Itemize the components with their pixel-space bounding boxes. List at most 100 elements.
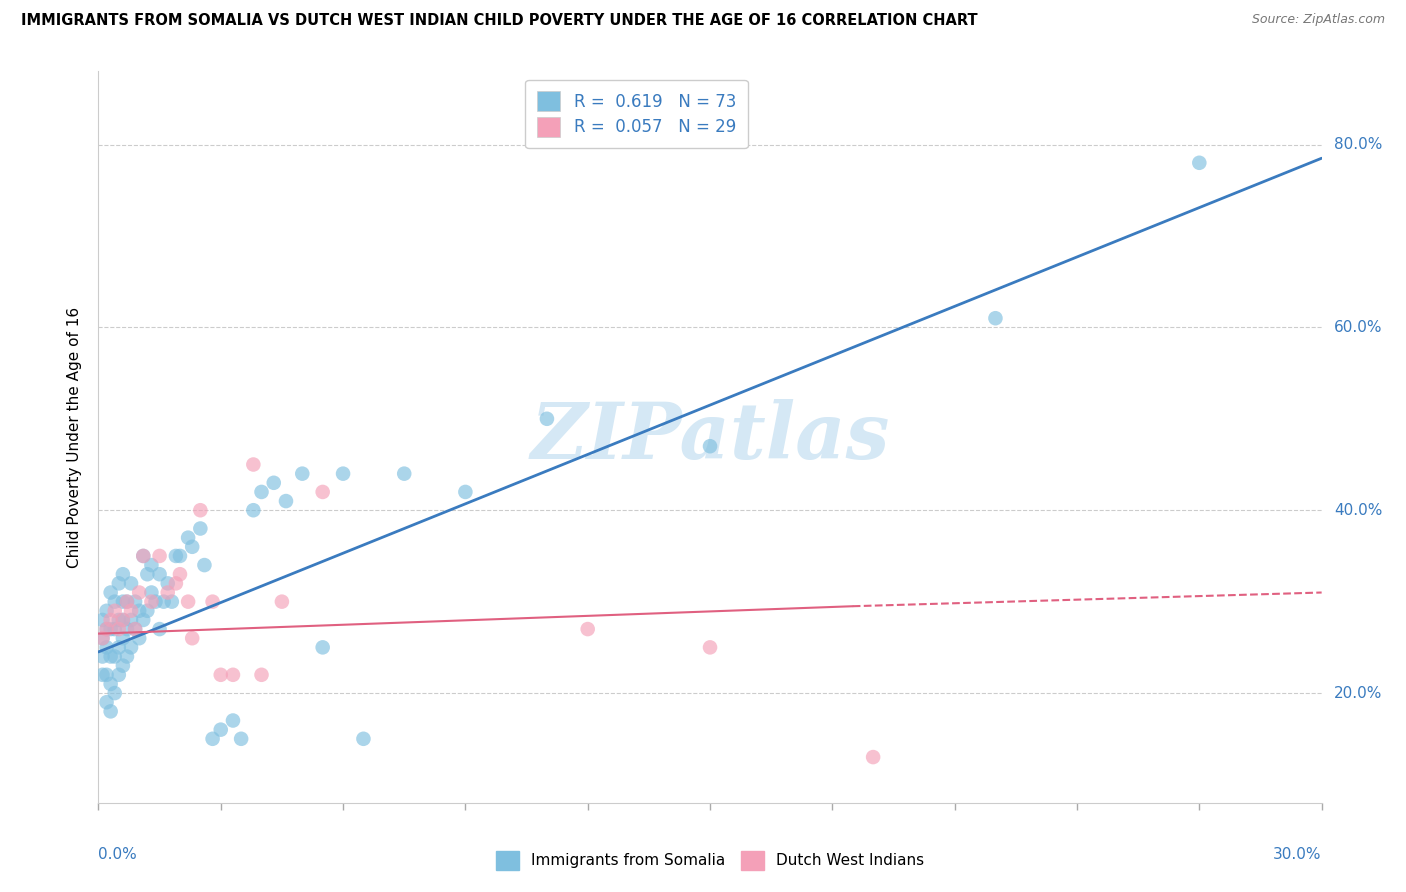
Point <box>120 613 142 627</box>
Text: 20.0%: 20.0% <box>1334 686 1382 700</box>
Point <box>177 594 200 608</box>
Point <box>536 412 558 426</box>
Point <box>149 549 172 563</box>
Point <box>188 521 212 535</box>
Point <box>165 576 187 591</box>
Point <box>149 622 172 636</box>
Point <box>128 604 150 618</box>
Point <box>120 604 142 618</box>
Point <box>124 594 146 608</box>
Point <box>132 613 155 627</box>
Point <box>156 576 179 591</box>
Point <box>209 723 232 737</box>
Point <box>141 585 163 599</box>
Y-axis label: Child Poverty Under the Age of 16: Child Poverty Under the Age of 16 <box>67 307 83 567</box>
Text: 30.0%: 30.0% <box>1274 847 1322 862</box>
Point <box>576 622 599 636</box>
Point <box>108 640 131 655</box>
Point <box>242 458 264 472</box>
Point <box>100 705 122 719</box>
Point <box>250 667 273 681</box>
Point <box>111 613 134 627</box>
Point <box>984 311 1007 326</box>
Point <box>136 567 159 582</box>
Text: 80.0%: 80.0% <box>1334 137 1382 152</box>
Point <box>352 731 374 746</box>
Point <box>156 585 179 599</box>
Point <box>141 594 163 608</box>
Point <box>270 594 294 608</box>
Point <box>111 613 134 627</box>
Point <box>104 604 127 618</box>
Point <box>120 640 142 655</box>
Point <box>169 549 191 563</box>
Point <box>862 750 884 764</box>
Text: ZIPatlas: ZIPatlas <box>530 399 890 475</box>
Point <box>165 549 187 563</box>
Point <box>222 667 245 681</box>
Point <box>454 485 477 500</box>
Point <box>222 714 245 728</box>
Point <box>96 604 118 618</box>
Text: 40.0%: 40.0% <box>1334 503 1382 517</box>
Point <box>193 558 215 573</box>
Point <box>91 649 114 664</box>
Point <box>108 667 131 681</box>
Legend: R =  0.619   N = 73, R =  0.057   N = 29: R = 0.619 N = 73, R = 0.057 N = 29 <box>526 79 748 148</box>
Point <box>96 622 118 636</box>
Point <box>231 731 253 746</box>
Point <box>115 594 138 608</box>
Point <box>120 576 142 591</box>
Point <box>160 594 183 608</box>
Point <box>108 576 131 591</box>
Point <box>111 632 134 646</box>
Point <box>181 540 204 554</box>
Point <box>274 494 297 508</box>
Point <box>312 485 335 500</box>
Point <box>699 439 721 453</box>
Point <box>128 585 150 599</box>
Point <box>699 640 721 655</box>
Point <box>104 649 127 664</box>
Point <box>132 549 155 563</box>
Point <box>141 558 163 573</box>
Point <box>242 503 264 517</box>
Point <box>149 567 172 582</box>
Text: IMMIGRANTS FROM SOMALIA VS DUTCH WEST INDIAN CHILD POVERTY UNDER THE AGE OF 16 C: IMMIGRANTS FROM SOMALIA VS DUTCH WEST IN… <box>21 13 977 29</box>
Point <box>100 649 122 664</box>
Point <box>91 613 114 627</box>
Point <box>201 731 224 746</box>
Point <box>108 613 131 627</box>
Point <box>100 677 122 691</box>
Text: 0.0%: 0.0% <box>98 847 138 862</box>
Point <box>96 622 118 636</box>
Point <box>132 549 155 563</box>
Point <box>332 467 354 481</box>
Point <box>111 594 134 608</box>
Point <box>201 594 224 608</box>
Point <box>124 622 146 636</box>
Point <box>136 604 159 618</box>
Point <box>111 658 134 673</box>
Point <box>291 467 314 481</box>
Point <box>100 613 122 627</box>
Point <box>1188 155 1211 169</box>
Point <box>124 622 146 636</box>
Point <box>100 585 122 599</box>
Point <box>96 640 118 655</box>
Point <box>250 485 273 500</box>
Point <box>96 667 118 681</box>
Point <box>209 667 232 681</box>
Point <box>181 632 204 646</box>
Point <box>115 594 138 608</box>
Point <box>104 594 127 608</box>
Point <box>177 531 200 545</box>
Point <box>128 632 150 646</box>
Point <box>104 686 127 700</box>
Point <box>96 695 118 709</box>
Point <box>91 632 114 646</box>
Point <box>104 622 127 636</box>
Point <box>145 594 167 608</box>
Point <box>263 475 285 490</box>
Point <box>111 567 134 582</box>
